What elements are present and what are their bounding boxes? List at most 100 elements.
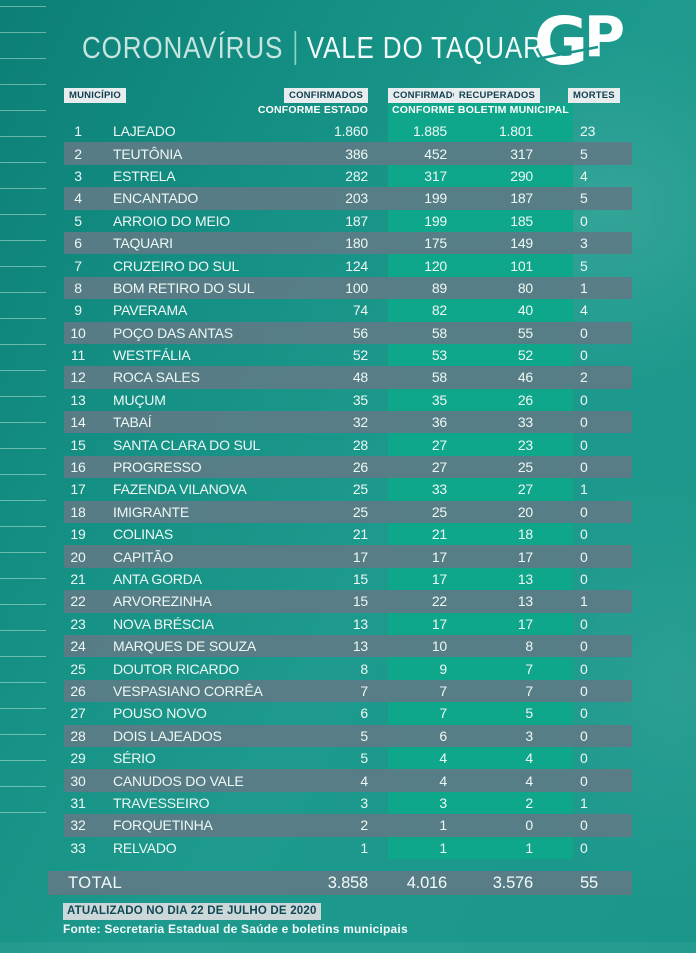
row-confirmados-estado: 7 — [360, 682, 368, 699]
row-confirmados-municipal: 4 — [439, 750, 447, 767]
row-mortes: 0 — [580, 391, 588, 408]
table-row: 3 ESTRELA 282 317 290 4 — [64, 165, 632, 187]
row-confirmados-estado: 3 — [360, 794, 368, 811]
row-recuperados: 185 — [510, 212, 533, 229]
row-confirmados-municipal: 7 — [439, 705, 447, 722]
row-municipality: SÉRIO — [113, 750, 156, 767]
row-municipality: NOVA BRÉSCIA — [113, 615, 214, 632]
row-confirmados-estado: 26 — [352, 459, 368, 476]
total-recuperados: 3.576 — [492, 873, 533, 892]
row-mortes: 0 — [580, 839, 588, 856]
row-municipality: RELVADO — [113, 839, 177, 856]
row-rank: 18 — [70, 503, 86, 520]
row-confirmados-estado: 4 — [360, 772, 368, 789]
row-confirmados-municipal: 1 — [439, 839, 447, 856]
table-row: 25 DOUTOR RICARDO 8 9 7 0 — [64, 657, 632, 679]
row-recuperados: 80 — [517, 279, 533, 296]
row-mortes: 0 — [580, 638, 588, 655]
row-confirmados-estado: 13 — [352, 638, 368, 655]
row-confirmados-municipal: 58 — [431, 324, 447, 341]
row-mortes: 0 — [580, 817, 588, 834]
table-row: 30 CANUDOS DO VALE 4 4 4 0 — [64, 769, 632, 792]
row-confirmados-estado: 2 — [360, 817, 368, 834]
row-municipality: ANTA GORDA — [113, 571, 202, 587]
subheader-conforme-estado: CONFORME ESTADO — [257, 104, 368, 116]
row-mortes: 1 — [580, 593, 588, 610]
row-mortes: 5 — [580, 145, 588, 162]
row-confirmados-municipal: 1 — [439, 817, 447, 834]
row-confirmados-estado: 187 — [345, 212, 368, 229]
row-recuperados: 52 — [517, 347, 533, 364]
row-rank: 28 — [70, 727, 86, 744]
table-row: 15 SANTA CLARA DO SUL 28 27 23 0 — [64, 433, 632, 455]
row-municipality: MUÇUM — [113, 391, 166, 408]
table-row: 20 CAPITÃO 17 17 17 0 — [64, 545, 632, 568]
row-confirmados-estado: 25 — [352, 481, 368, 498]
table-row: 5 ARROIO DO MEIO 187 199 185 0 — [64, 210, 632, 232]
row-municipality: BOM RETIRO DO SUL — [113, 279, 255, 296]
updated-date-badge: ATUALIZADO NO DIA 22 DE JULHO DE 2020 — [63, 903, 321, 920]
row-confirmados-municipal: 27 — [431, 436, 447, 453]
row-recuperados: 33 — [517, 414, 533, 431]
row-confirmados-municipal: 199 — [424, 212, 447, 229]
row-confirmados-municipal: 9 — [439, 660, 447, 677]
row-municipality: ARVOREZINHA — [113, 593, 212, 610]
row-municipality: PROGRESSO — [113, 459, 202, 476]
row-mortes: 5 — [580, 257, 588, 274]
row-rank: 27 — [70, 705, 86, 722]
total-confirmados-municipal: 4.016 — [406, 873, 447, 892]
row-rank: 11 — [70, 347, 86, 364]
row-recuperados: 20 — [517, 503, 533, 520]
subheader-conforme-boletim-municipal: CONFORME BOLETIM MUNICIPAL — [391, 104, 570, 116]
row-municipality: TAQUARI — [113, 235, 173, 252]
row-confirmados-municipal: 58 — [431, 369, 447, 386]
bottom-edge-decoration — [0, 942, 696, 953]
row-confirmados-municipal: 17 — [431, 548, 447, 565]
row-confirmados-municipal: 21 — [431, 526, 447, 543]
row-mortes: 0 — [580, 548, 588, 565]
row-confirmados-municipal: 199 — [424, 190, 447, 207]
table-row: 19 COLINAS 21 21 18 0 — [64, 523, 632, 545]
total-mortes: 55 — [580, 873, 598, 892]
row-municipality: TABAÍ — [113, 414, 152, 431]
row-rank: 3 — [74, 167, 82, 184]
table-row: 26 VESPASIANO CORRÊA 7 7 7 0 — [64, 679, 632, 703]
left-ruled-lines-decoration — [0, 6, 46, 824]
row-mortes: 0 — [580, 682, 588, 699]
row-recuperados: 23 — [517, 436, 533, 453]
row-confirmados-municipal: 120 — [424, 257, 447, 274]
table-row: 21 ANTA GORDA 15 17 13 0 — [64, 568, 632, 590]
row-recuperados: 7 — [525, 682, 533, 699]
row-mortes: 0 — [580, 212, 588, 229]
row-rank: 10 — [70, 324, 86, 341]
row-municipality: FORQUETINHA — [113, 817, 213, 834]
row-confirmados-municipal: 82 — [431, 302, 447, 319]
row-rank: 24 — [70, 638, 86, 655]
row-rank: 25 — [70, 660, 86, 677]
table-row: 16 PROGRESSO 26 27 25 0 — [64, 455, 632, 479]
table-row: 24 MARQUES DE SOUZA 13 10 8 0 — [64, 634, 632, 658]
row-rank: 26 — [70, 682, 86, 699]
row-confirmados-estado: 74 — [352, 302, 368, 319]
row-recuperados: 40 — [517, 302, 533, 319]
table-row: 14 TABAÍ 32 36 33 0 — [64, 411, 632, 434]
row-municipality: VESPASIANO CORRÊA — [113, 682, 263, 699]
row-rank: 6 — [74, 235, 82, 252]
row-recuperados: 317 — [510, 145, 533, 162]
row-confirmados-estado: 124 — [345, 257, 368, 274]
total-confirmados-estado: 3.858 — [327, 873, 368, 892]
row-rank: 7 — [74, 257, 82, 274]
total-label: TOTAL — [68, 873, 123, 892]
row-recuperados: 290 — [510, 167, 533, 184]
row-rank: 15 — [70, 436, 86, 453]
row-confirmados-estado: 8 — [360, 660, 368, 677]
row-rank: 19 — [70, 526, 86, 543]
row-recuperados: 17 — [517, 615, 533, 632]
row-municipality: IMIGRANTE — [113, 503, 189, 520]
row-rank: 31 — [70, 794, 86, 811]
row-rank: 20 — [70, 548, 86, 565]
title-region: VALE DO TAQUARI — [306, 30, 551, 65]
row-confirmados-estado: 13 — [352, 615, 368, 632]
row-confirmados-municipal: 1.885 — [412, 123, 447, 140]
